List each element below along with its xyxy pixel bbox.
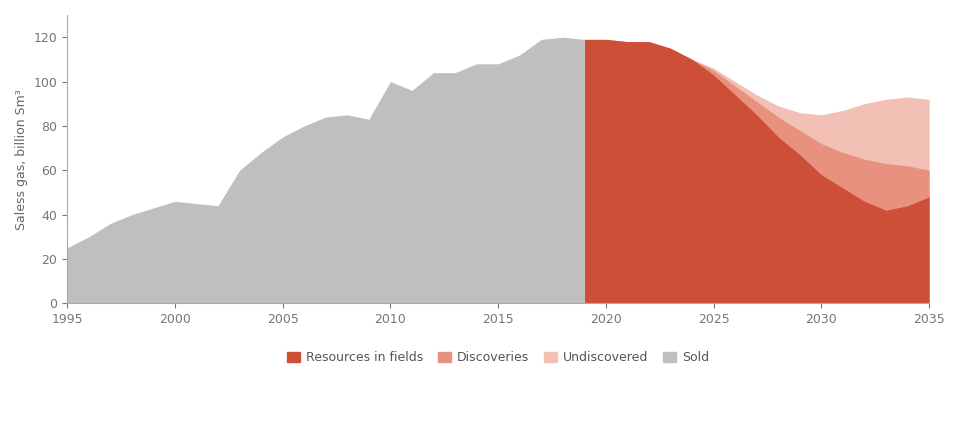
Y-axis label: Saless gas, billion Sm³: Saless gas, billion Sm³ (15, 89, 28, 230)
Legend: Resources in fields, Discoveries, Undiscovered, Sold: Resources in fields, Discoveries, Undisc… (282, 346, 714, 369)
